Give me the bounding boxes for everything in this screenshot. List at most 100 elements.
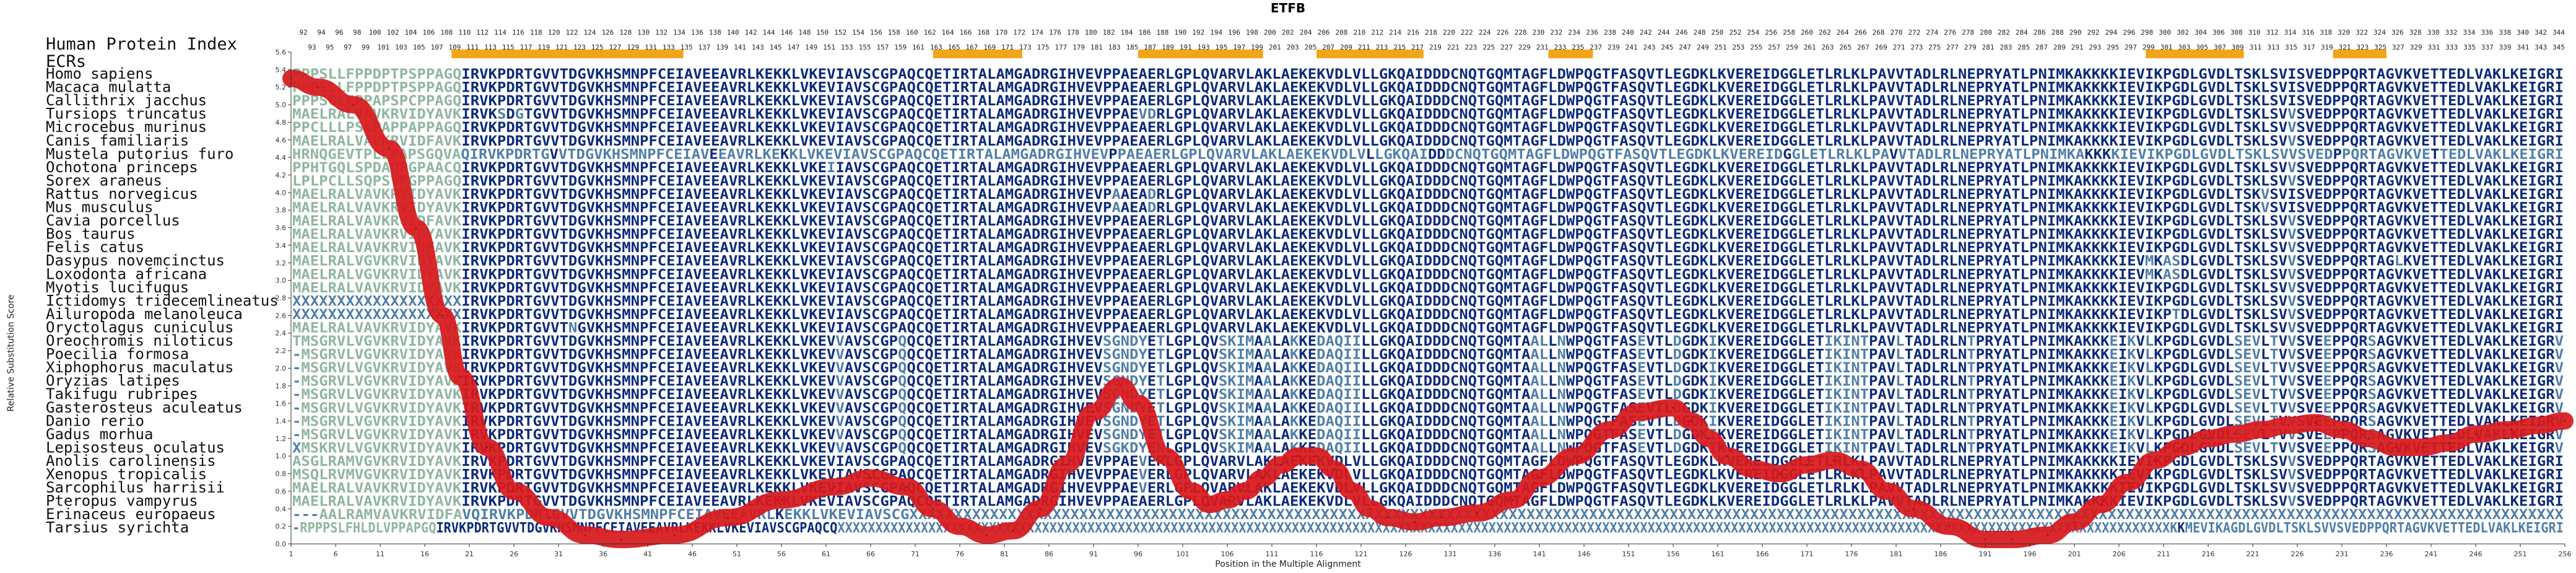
- hpi-number: 215: [1393, 43, 1406, 51]
- hpi-number: 288: [2052, 28, 2064, 37]
- curve-point: [1886, 490, 1889, 492]
- sequence-row: XMSKRVLVGVKRVIDYAVK IRVKPDRTGVVTDGVKHSMNP…: [292, 440, 2564, 456]
- hpi-number: 211: [1358, 43, 1370, 51]
- hpi-number: 97: [344, 43, 352, 51]
- curve-point: [2564, 420, 2566, 422]
- hpi-number: 277: [1946, 43, 1959, 51]
- hpi-number: 235: [1572, 43, 1584, 51]
- hpi-number: 163: [930, 43, 942, 51]
- hpi-number: 326: [2391, 28, 2404, 37]
- curve-point: [2126, 481, 2129, 484]
- species-label: Myotis lucifugus: [46, 279, 189, 296]
- species-label: Mustela putorius furo: [46, 145, 233, 162]
- hpi-number: 287: [2035, 43, 2048, 51]
- x-tick-label: 86: [1045, 550, 1053, 558]
- hpi-number: 286: [2034, 28, 2046, 37]
- y-tick-label: 5.2: [276, 84, 287, 92]
- hpi-number: 300: [2159, 28, 2171, 37]
- hpi-number: 101: [377, 43, 389, 51]
- x-tick-label: 191: [1979, 550, 1992, 558]
- y-tick-label: 0.0: [276, 540, 287, 548]
- hpi-number: 195: [1216, 43, 1228, 51]
- hpi-number: 311: [2250, 43, 2262, 51]
- hpi-number: 259: [1786, 43, 1798, 51]
- hpi-number: 96: [335, 28, 343, 37]
- hpi-number: 336: [2481, 28, 2493, 37]
- y-tick-label: 4.2: [276, 172, 287, 180]
- hpi-number: 221: [1447, 43, 1460, 51]
- hpi-number: 231: [1536, 43, 1549, 51]
- curve-point: [2287, 424, 2290, 427]
- sequence-row: MAELRALVAVKRVIDFAVK IRVKPDRTGVVTDGVKHSMNP…: [292, 214, 2564, 229]
- hpi-number: 175: [1037, 43, 1050, 51]
- hpi-number: 281: [1982, 43, 1995, 51]
- species-label: Canis familiaris: [46, 132, 189, 149]
- hpi-number: 330: [2427, 28, 2440, 37]
- curve-point: [1279, 463, 1282, 466]
- x-tick-label: 91: [1089, 550, 1098, 558]
- curve-point: [2047, 534, 2049, 536]
- species-label: Oryctolagus cuniculus: [46, 318, 233, 336]
- hpi-number: 132: [655, 28, 668, 37]
- hpi-number: 339: [2499, 43, 2512, 51]
- hpi-number: 183: [1108, 43, 1121, 51]
- curve-point: [1806, 463, 1808, 466]
- hpi-number: 106: [422, 28, 435, 37]
- hpi-number: 189: [1162, 43, 1174, 51]
- hpi-number: 126: [601, 28, 614, 37]
- curve-point: [1440, 516, 1443, 518]
- hpi-number: 152: [834, 28, 846, 37]
- y-tick-label: 4.8: [276, 118, 287, 126]
- hpi-number: 272: [1908, 28, 1920, 37]
- y-tick-label: 1.4: [276, 418, 287, 426]
- curve-point: [1913, 507, 1915, 510]
- species-label: Tursiops truncatus: [46, 105, 207, 123]
- species-label: Ictidomys tridecemlineatus: [46, 292, 279, 309]
- hpi-number: 187: [1144, 43, 1156, 51]
- hpi-number: 305: [2196, 43, 2208, 51]
- sequence-row: -MSGRVLVGVKRVIDYAVK IRVKPDRTGVVTDGVKHSMNP…: [292, 401, 2564, 416]
- hpi-number: 244: [1658, 28, 1670, 37]
- y-tick-label: 0.2: [276, 523, 287, 531]
- hpi-number: 118: [530, 28, 542, 37]
- y-axis-label: Relative Substitution Score: [6, 294, 16, 411]
- y-tick-label: 3.4: [276, 242, 287, 250]
- hpi-number: 344: [2552, 28, 2565, 37]
- alignment-block: PPPSLLFPPDPTPSPPAGQ IRVKPDRTGVVTDGVKHSMNP…: [292, 67, 2564, 536]
- ecr-bar: [1138, 50, 1263, 58]
- curve-point: [415, 227, 417, 229]
- hpi-number: 168: [977, 28, 990, 37]
- y-tick-label: 2.8: [276, 294, 287, 302]
- hpi-number: 208: [1336, 28, 1348, 37]
- hpi-number: 248: [1694, 28, 1706, 37]
- curve-point: [1690, 420, 1692, 422]
- species-label: Xiphophorus maculatus: [46, 359, 233, 376]
- hpi-number: 335: [2463, 43, 2476, 51]
- curve-point: [1262, 477, 1264, 479]
- species-label: Microcebus murinus: [46, 118, 207, 136]
- hpi-number: 104: [404, 28, 417, 37]
- hpi-number: 308: [2230, 28, 2243, 37]
- x-tick-label: 166: [1756, 550, 1769, 558]
- hpi-number: 213: [1376, 43, 1388, 51]
- curve-point: [2011, 538, 2013, 541]
- hpi-number: 158: [888, 28, 900, 37]
- curve-point: [513, 490, 515, 492]
- x-tick-label: 81: [1000, 550, 1009, 558]
- hpi-number: 294: [2105, 28, 2117, 37]
- curve-point: [2180, 446, 2183, 448]
- curve-point: [869, 477, 872, 479]
- x-tick-label: 111: [1266, 550, 1279, 558]
- hpi-number: 332: [2445, 28, 2458, 37]
- curve-point: [584, 534, 586, 536]
- hpi-number: 246: [1676, 28, 1688, 37]
- hpi-number: 267: [1857, 43, 1869, 51]
- x-tick-label: 31: [554, 550, 563, 558]
- hpi-number: 340: [2517, 28, 2529, 37]
- hpi-number: 99: [362, 43, 370, 51]
- y-tick-label: 2.6: [276, 312, 287, 320]
- hpi-number: 197: [1233, 43, 1245, 51]
- hpi-number: 242: [1640, 28, 1652, 37]
- species-label: Sarcophilus harrisii: [46, 479, 225, 496]
- hpi-number: 265: [1839, 43, 1852, 51]
